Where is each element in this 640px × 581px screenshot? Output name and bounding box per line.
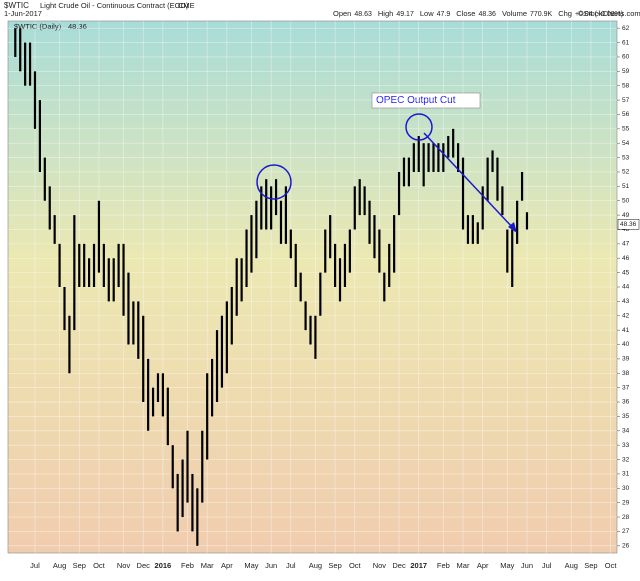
stat-label: Close	[456, 9, 475, 18]
y-tick-label: 51	[622, 183, 630, 190]
stat-label: Volume	[502, 9, 527, 18]
x-tick-label: Mar	[201, 561, 214, 570]
x-tick-label: Jul	[30, 561, 40, 570]
y-tick-label: 30	[622, 485, 630, 492]
x-tick-label: Apr	[477, 561, 489, 570]
x-tick-label: Apr	[221, 561, 233, 570]
y-tick-label: 29	[622, 499, 630, 506]
header-title: Light Crude Oil - Continuous Contract (E…	[40, 1, 189, 10]
stat-label: Low	[420, 9, 434, 18]
legend-label: $WTIC (Daily)	[14, 22, 62, 31]
stat-value: 47.9	[437, 11, 451, 18]
x-tick-label: Jun	[265, 561, 277, 570]
stat-label: Open	[333, 9, 351, 18]
y-tick-label: 31	[622, 471, 630, 478]
stat-value: 49.17	[396, 11, 414, 18]
stat-label: Chg	[558, 9, 572, 18]
x-tick-label: May	[244, 561, 258, 570]
arrow-head	[508, 222, 517, 233]
y-tick-label: 55	[622, 126, 630, 133]
y-tick-label: 52	[622, 169, 630, 176]
stat-value: 48.36	[478, 11, 496, 18]
y-tick-label: 59	[622, 68, 630, 75]
x-tick-label: Sep	[73, 561, 86, 570]
y-tick-label: 47	[622, 241, 630, 248]
y-tick-label: 26	[622, 543, 630, 550]
x-tick-label: Jul	[286, 561, 296, 570]
stat-value: 48.63	[354, 11, 372, 18]
y-tick-label: 62	[622, 25, 630, 32]
x-tick-label: Oct	[605, 561, 618, 570]
last-value-box	[617, 219, 640, 230]
stat-value: 770.9K	[530, 11, 553, 18]
annotation: OPEC Output Cut	[376, 95, 456, 106]
header-exchange: CME	[178, 1, 195, 10]
x-tick-label: Mar	[457, 561, 470, 570]
y-tick-label: 37	[622, 384, 630, 391]
y-tick-label: 27	[622, 528, 630, 535]
x-tick-label: Sep	[328, 561, 341, 570]
y-tick-label: 48	[622, 226, 630, 233]
y-tick-label: 39	[622, 356, 630, 363]
y-tick-label: 40	[622, 341, 630, 348]
last-value-label: 48.36	[620, 221, 637, 228]
y-tick-label: 57	[622, 97, 630, 104]
y-tick-label: 49	[622, 212, 630, 219]
highlight-circle	[256, 164, 292, 200]
y-tick-label: 43	[622, 298, 630, 305]
y-tick-label: 50	[622, 197, 630, 204]
y-tick-label: 34	[622, 428, 630, 435]
x-tick-label: Jun	[521, 561, 533, 570]
legend-value: 48.36	[68, 22, 87, 31]
y-tick-label: 41	[622, 327, 630, 334]
x-tick-label: Aug	[309, 561, 322, 570]
y-tick-label: 28	[622, 514, 630, 521]
x-tick-label: Oct	[349, 561, 362, 570]
x-tick-label: 2017	[410, 561, 427, 570]
y-tick-label: 45	[622, 269, 630, 276]
credit: ©StockCharts.com	[578, 9, 640, 18]
header-symbol: $WTIC	[4, 1, 29, 10]
stat-value: +0.04 (+0.08%)	[575, 11, 623, 18]
x-tick-label: Sep	[584, 561, 597, 570]
y-tick-label: 56	[622, 111, 630, 118]
y-tick-label: 42	[622, 312, 630, 319]
y-tick-label: 60	[622, 54, 630, 61]
y-tick-label: 58	[622, 82, 630, 89]
x-tick-label: Oct	[93, 561, 106, 570]
highlight-circle	[405, 113, 433, 141]
x-tick-label: Dec	[137, 561, 151, 570]
y-tick-label: 38	[622, 370, 630, 377]
x-tick-label: Nov	[117, 561, 131, 570]
x-tick-label: Feb	[181, 561, 194, 570]
y-tick-label: 53	[622, 154, 630, 161]
y-tick-label: 46	[622, 255, 630, 262]
x-tick-label: Aug	[565, 561, 578, 570]
x-tick-label: May	[500, 561, 514, 570]
stat-label: High	[378, 9, 393, 18]
y-tick-label: 54	[622, 140, 630, 147]
x-tick-label: 2016	[155, 561, 172, 570]
y-tick-label: 44	[622, 284, 630, 291]
x-tick-label: Dec	[392, 561, 406, 570]
x-tick-label: Nov	[373, 561, 387, 570]
trend-arrow	[423, 132, 515, 230]
y-tick-label: 61	[622, 39, 630, 46]
y-tick-label: 32	[622, 456, 630, 463]
x-tick-label: Jul	[542, 561, 552, 570]
header-date: 1-Jun-2017	[4, 9, 42, 18]
x-tick-label: Aug	[53, 561, 66, 570]
y-tick-label: 35	[622, 413, 630, 420]
y-tick-label: 36	[622, 399, 630, 406]
x-tick-label: Feb	[437, 561, 450, 570]
y-tick-label: 33	[622, 442, 630, 449]
